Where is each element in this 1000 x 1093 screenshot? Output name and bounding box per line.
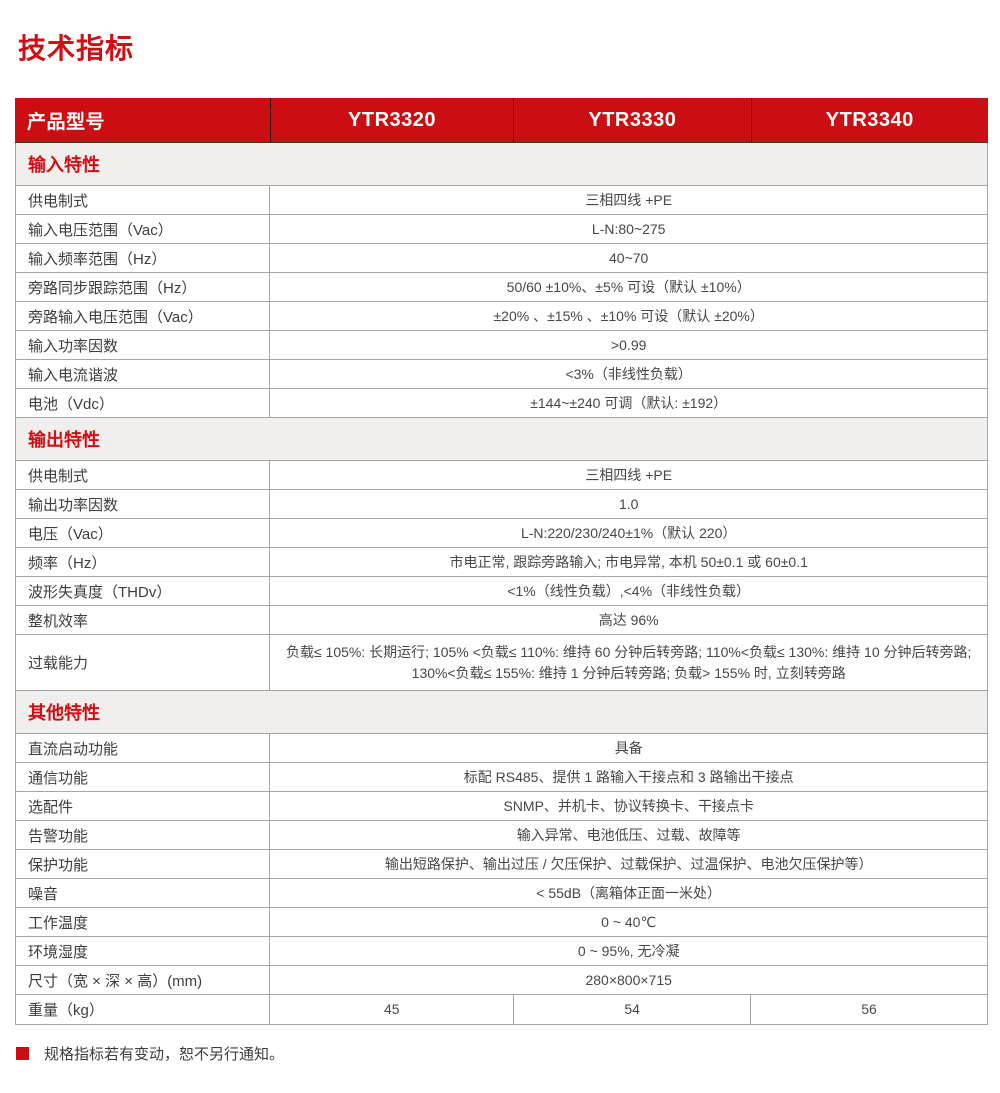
row-value: L-N:80~275 [591, 220, 666, 237]
header-model-ytr3340: YTR3340 [750, 98, 988, 142]
row-value: 输入异常、电池低压、过载、故障等 [516, 826, 741, 843]
row-value: 40~70 [609, 249, 649, 266]
row-label: 旁路输入电压范围（Vac） [16, 302, 271, 330]
table-row: 输入频率范围（Hz） 40~70 [16, 244, 987, 273]
spec-table: 产品型号 YTR3320 YTR3330 YTR3340 输入特性 供电制式 三相四… [15, 98, 988, 1025]
row-value: >0.99 [610, 336, 647, 353]
row-label: 旁路同步跟踪范围（Hz） [16, 273, 271, 301]
row-value: 45 [383, 1001, 400, 1017]
row-value: 50/60 ±10%、±5% 可设（默认 ±10%） [506, 278, 751, 295]
table-row: 输入电压范围（Vac） L-N:80~275 [16, 215, 987, 244]
row-value: L-N:220/230/240±1%（默认 220） [520, 524, 737, 541]
section-header: 其他特性 [16, 691, 987, 734]
footnote-text: 规格指标若有变动，恕不另行通知。 [44, 1046, 285, 1063]
row-value: <3%（非线性负载） [565, 365, 692, 382]
table-row: 通信功能 标配 RS485、提供 1 路输入干接点和 3 路输出干接点 [16, 763, 987, 792]
table-header-row: 产品型号 YTR3320 YTR3330 YTR3340 [15, 98, 988, 143]
row-label: 供电制式 [16, 186, 271, 214]
table-row: 输入电流谐波 <3%（非线性负载） [16, 360, 987, 389]
table-row: 旁路输入电压范围（Vac） ±20% 、±15% 、±10% 可设（默认 ±20%… [16, 302, 987, 331]
table-row: 过载能力 负载≤ 105%: 长期运行; 105% <负载≤ 110%: 维持 6… [16, 635, 987, 691]
row-value: <1%（线性负载）,<4%（非线性负载） [507, 582, 751, 599]
row-value: 280×800×715 [585, 971, 672, 988]
row-label: 整机效率 [16, 606, 271, 634]
row-label: 过载能力 [16, 635, 271, 690]
header-model-ytr3330: YTR3330 [513, 98, 750, 142]
table-row: 告警功能 输入异常、电池低压、过载、故障等 [16, 821, 987, 850]
table-row: 选配件 SNMP、并机卡、协议转换卡、干接点卡 [16, 792, 987, 821]
row-label: 告警功能 [16, 821, 271, 849]
section-header: 输出特性 [16, 418, 987, 461]
row-value: 输出短路保护、输出过压 / 欠压保护、过载保护、过温保护、电池欠压保护等） [384, 855, 873, 872]
row-label: 输入电压范围（Vac） [16, 215, 271, 243]
row-value: 三相四线 +PE [585, 191, 673, 208]
table-row: 供电制式 三相四线 +PE [16, 461, 987, 490]
row-label: 输入电流谐波 [16, 360, 271, 388]
row-value: ±144~±240 可调（默认: ±192） [530, 394, 728, 411]
row-label: 供电制式 [16, 461, 271, 489]
red-square-bullet-icon [16, 1047, 29, 1060]
row-label: 保护功能 [16, 850, 271, 878]
row-label: 电池（Vdc） [16, 389, 271, 417]
table-row: 频率（Hz） 市电正常, 跟踪旁路输入; 市电异常, 本机 50±0.1 或 60… [16, 548, 987, 577]
row-value: 0 ~ 40℃ [601, 913, 657, 930]
row-value: SNMP、并机卡、协议转换卡、干接点卡 [503, 797, 754, 814]
row-value: 0 ~ 95%, 无冷凝 [577, 942, 680, 959]
row-label: 环境湿度 [16, 937, 271, 965]
table-row: 环境湿度 0 ~ 95%, 无冷凝 [16, 937, 987, 966]
row-value: ±20% 、±15% 、±10% 可设（默认 ±20%） [493, 307, 764, 324]
row-value: 负载≤ 105%: 长期运行; 105% <负载≤ 110%: 维持 60 分钟… [285, 643, 972, 681]
page-title: 技术指标 [18, 33, 135, 64]
table-row: 旁路同步跟踪范围（Hz） 50/60 ±10%、±5% 可设（默认 ±10%） [16, 273, 987, 302]
table-row: 直流启动功能 具备 [16, 734, 987, 763]
table-row: 供电制式 三相四线 +PE [16, 186, 987, 215]
table-row: 整机效率 高达 96% [16, 606, 987, 635]
row-label: 输出功率因数 [16, 490, 271, 518]
table-row: 工作温度 0 ~ 40℃ [16, 908, 987, 937]
row-label: 输入频率范围（Hz） [16, 244, 271, 272]
row-label: 重量（kg） [16, 995, 271, 1024]
table-row: 电池（Vdc） ±144~±240 可调（默认: ±192） [16, 389, 987, 418]
row-label: 频率（Hz） [16, 548, 271, 576]
table-row: 尺寸（宽 × 深 × 高）(mm) 280×800×715 [16, 966, 987, 995]
table-row: 波形失真度（THDv） <1%（线性负载）,<4%（非线性负载） [16, 577, 987, 606]
table-row: 输入功率因数 >0.99 [16, 331, 987, 360]
row-value: 标配 RS485、提供 1 路输入干接点和 3 路输出干接点 [463, 768, 794, 785]
row-value: 三相四线 +PE [585, 466, 673, 483]
row-label: 尺寸（宽 × 深 × 高）(mm) [16, 966, 271, 994]
row-label: 波形失真度（THDv） [16, 577, 271, 605]
row-label: 通信功能 [16, 763, 271, 791]
table-row: 输出功率因数 1.0 [16, 490, 987, 519]
header-product-model-label: 产品型号 [27, 111, 106, 133]
row-label: 工作温度 [16, 908, 271, 936]
row-value: 56 [750, 995, 987, 1024]
row-label: 电压（Vac） [16, 519, 271, 547]
row-label: 噪音 [16, 879, 271, 907]
row-value: 1.0 [618, 495, 639, 512]
spec-sheet-page: 技术指标 产品型号 YTR3320 YTR3330 YTR3340 输入特性 供电… [15, 33, 988, 1064]
table-body: 输入特性 供电制式 三相四线 +PE 输入电压范围（Vac） L-N:80~275 输入频… [16, 143, 987, 1024]
table-row: 电压（Vac） L-N:220/230/240±1%（默认 220） [16, 519, 987, 548]
header-model-ytr3320: YTR3320 [269, 98, 513, 142]
section-header: 输入特性 [16, 143, 987, 186]
row-value: 高达 96% [598, 611, 659, 628]
row-label: 选配件 [16, 792, 271, 820]
row-label: 直流启动功能 [16, 734, 271, 762]
table-row: 重量（kg） 45 54 56 [16, 995, 987, 1024]
row-value: < 55dB（离箱体正面一米处） [536, 884, 722, 901]
table-row: 噪音 < 55dB（离箱体正面一米处） [16, 879, 987, 908]
row-label: 输入功率因数 [16, 331, 271, 359]
row-value: 具备 [614, 739, 643, 756]
row-value: 市电正常, 跟踪旁路输入; 市电异常, 本机 50±0.1 或 60±0.1 [449, 553, 808, 570]
row-value: 54 [513, 995, 750, 1024]
footnote: 规格指标若有变动，恕不另行通知。 [16, 1043, 988, 1064]
table-row: 保护功能 输出短路保护、输出过压 / 欠压保护、过载保护、过温保护、电池欠压保护等… [16, 850, 987, 879]
